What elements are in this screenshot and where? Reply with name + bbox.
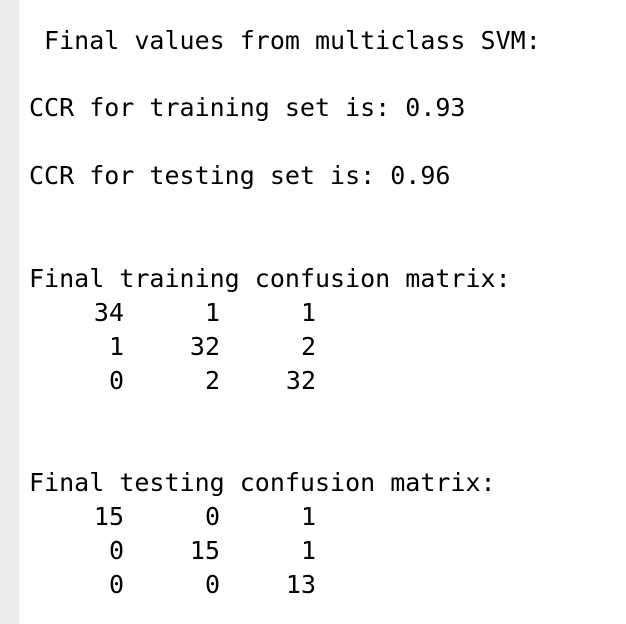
matrix-cell: 0	[108, 536, 124, 565]
training-matrix-title: Final training confusion matrix:	[29, 264, 511, 293]
matrix-cell: 32	[285, 366, 316, 395]
matrix-cell: 0	[204, 570, 220, 599]
console-gutter	[0, 0, 19, 624]
matrix-cell: 1	[108, 332, 124, 361]
matrix-cell: 0	[204, 502, 220, 531]
testing-matrix-title: Final testing confusion matrix:	[29, 468, 496, 497]
matrix-cell: 13	[285, 570, 316, 599]
output-header: Final values from multiclass SVM:	[29, 26, 541, 55]
matrix-cell: 2	[204, 366, 220, 395]
matrix-cell: 1	[204, 298, 220, 327]
matrix-cell: 32	[189, 332, 220, 361]
matrix-cell: 1	[300, 502, 316, 531]
ccr-training-line: CCR for training set is: 0.93	[29, 93, 466, 122]
matrix-cell: 34	[93, 298, 124, 327]
matrix-cell: 2	[300, 332, 316, 361]
matrix-cell: 1	[300, 536, 316, 565]
matrix-cell: 0	[108, 570, 124, 599]
console-output: Final values from multiclass SVM: CCR fo…	[19, 0, 626, 624]
matrix-cell: 15	[189, 536, 220, 565]
matrix-cell: 1	[300, 298, 316, 327]
matrix-cell: 15	[93, 502, 124, 531]
ccr-testing-line: CCR for testing set is: 0.96	[29, 161, 451, 190]
matrix-cell: 0	[108, 366, 124, 395]
